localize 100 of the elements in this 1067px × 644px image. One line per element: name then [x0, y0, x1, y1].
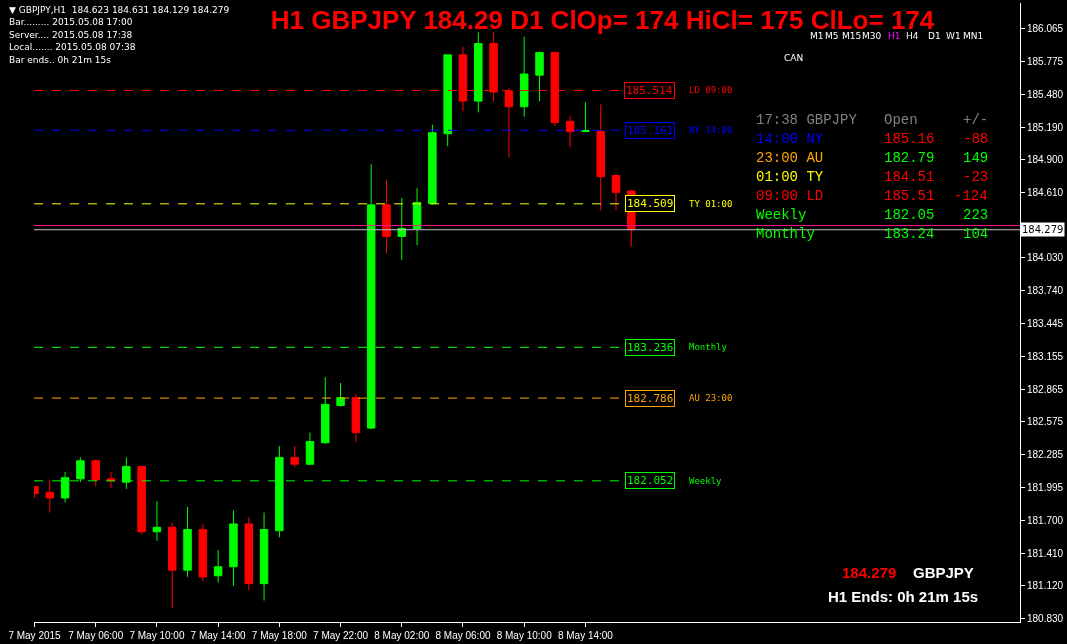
annotation: 149 — [963, 150, 989, 166]
x-tick-label: 8 May 10:00 — [496, 630, 553, 641]
annotation: NY 14:00 — [689, 125, 733, 135]
annotation: -88 — [963, 131, 989, 147]
annotation: Monthly — [689, 342, 728, 352]
annotation: H1 — [888, 31, 901, 41]
annotation: -23 — [963, 169, 989, 185]
x-tick-label: 7 May 18:00 — [251, 630, 308, 641]
ref-line-label: 183.236 — [627, 341, 674, 354]
candlestick — [382, 179, 391, 254]
annotation: M30 — [862, 31, 882, 41]
annotation: GBPJPY — [913, 564, 974, 581]
x-tick-label: 8 May 06:00 — [435, 630, 491, 641]
y-tick-label: 181.410 — [1027, 547, 1064, 559]
annotation: W1 — [946, 31, 961, 41]
x-tick-label: 7 May 22:00 — [313, 630, 369, 641]
y-tick-label: 182.575 — [1027, 416, 1064, 428]
x-tick-label: 8 May 14:00 — [557, 630, 614, 641]
annotation: 184.51 — [884, 169, 935, 185]
annotation: 184.279 — [842, 564, 897, 581]
candlestick — [198, 523, 208, 582]
candlestick — [229, 509, 238, 587]
x-tick-label: 8 May 02:00 — [374, 630, 430, 641]
y-tick-label: 184.900 — [1027, 154, 1064, 166]
y-tick-label: 180.830 — [1027, 613, 1064, 625]
ref-line-label: 184.279 — [1022, 224, 1064, 235]
candlestick — [565, 115, 575, 148]
y-tick-label: 181.120 — [1027, 580, 1064, 592]
annotation: Open — [884, 112, 918, 128]
y-tick-label: 181.700 — [1027, 515, 1064, 527]
annotation: TY 01:00 — [689, 199, 733, 209]
ref-line-label: 182.786 — [627, 392, 674, 405]
annotation: M1 — [810, 31, 824, 41]
annotation: 01:00 TY — [756, 169, 824, 185]
x-tick-label: 7 May 14:00 — [190, 630, 247, 641]
annotation: 183.24 — [884, 226, 935, 242]
y-tick-label: 182.865 — [1027, 383, 1064, 395]
annotation: 23:00 AU — [756, 150, 824, 166]
candlestick — [305, 432, 315, 466]
annotation: M15 — [842, 31, 862, 41]
y-tick-label: 184.030 — [1027, 252, 1064, 264]
candlestick — [474, 31, 483, 113]
annotation: H4 — [906, 31, 919, 41]
candlestick — [259, 512, 269, 602]
candlestick — [336, 382, 345, 408]
y-tick-label: 185.190 — [1027, 121, 1064, 133]
annotation: Bar ends.. 0h 21m 15s — [9, 55, 112, 65]
candlestick — [290, 445, 299, 469]
annotation: Weekly — [756, 207, 807, 223]
annotation: Local....... 2015.05.08 07:38 — [9, 42, 136, 52]
candlestick — [519, 36, 529, 118]
candlestick — [428, 124, 437, 206]
annotation: 09:00 LD — [756, 188, 824, 204]
y-tick-label: 183.155 — [1027, 350, 1064, 362]
y-tick-label: 183.740 — [1027, 285, 1064, 297]
candlestick — [581, 101, 590, 133]
candlestick — [91, 459, 100, 488]
candlestick — [321, 376, 330, 445]
ref-line-label: 185.514 — [626, 84, 673, 97]
candlestick — [611, 173, 621, 211]
annotation: CAN — [784, 53, 804, 63]
y-tick-label: 181.995 — [1027, 481, 1064, 493]
candlestick — [351, 393, 361, 443]
x-tick-label: 7 May 06:00 — [68, 630, 124, 641]
annotation: 182.05 — [884, 207, 935, 223]
annotation: 223 — [963, 207, 989, 223]
candlestick — [397, 197, 407, 261]
candlestick — [137, 465, 146, 535]
annotation: Monthly — [756, 226, 815, 242]
candlestick — [45, 479, 55, 514]
ref-line-label: 182.052 — [627, 474, 674, 487]
annotation: Weekly — [689, 476, 723, 486]
annotation: 17:38 GBPJPY — [756, 112, 858, 128]
annotation: 185.16 — [884, 131, 935, 147]
y-tick-label: 185.775 — [1027, 55, 1064, 67]
annotation: 104 — [963, 226, 989, 242]
candlestick — [412, 187, 422, 246]
annotation: M5 — [825, 31, 839, 41]
y-tick-label: 182.285 — [1027, 449, 1064, 461]
candlestick — [213, 549, 223, 584]
annotation: ▼ GBPJPY,H1 184.623 184.631 184.129 184.279 — [9, 5, 230, 15]
y-tick-label: 185.480 — [1027, 88, 1064, 100]
candlestick — [596, 103, 605, 211]
annotation: AU 23:00 — [689, 393, 733, 403]
annotation: D1 — [928, 31, 941, 41]
ref-line-label: 184.509 — [627, 197, 674, 210]
annotation: Bar......... 2015.05.08 17:00 — [9, 17, 133, 27]
annotation: Server.... 2015.05.08 17:38 — [9, 30, 133, 40]
candlestick — [183, 506, 192, 578]
y-tick-label: 183.445 — [1027, 318, 1064, 330]
candlestick — [535, 50, 544, 102]
y-tick-label: 184.610 — [1027, 186, 1064, 198]
candlestick — [443, 54, 452, 147]
y-tick-label: 186.065 — [1027, 22, 1064, 34]
annotation: H1 Ends: 0h 21m 15s — [828, 588, 979, 605]
annotation: MN1 — [963, 31, 984, 41]
ref-line-label: 185.161 — [627, 124, 674, 137]
x-tick-label: 7 May 2015 — [8, 630, 62, 641]
annotation: LD 09:00 — [689, 85, 733, 95]
annotation: +/- — [963, 112, 989, 128]
